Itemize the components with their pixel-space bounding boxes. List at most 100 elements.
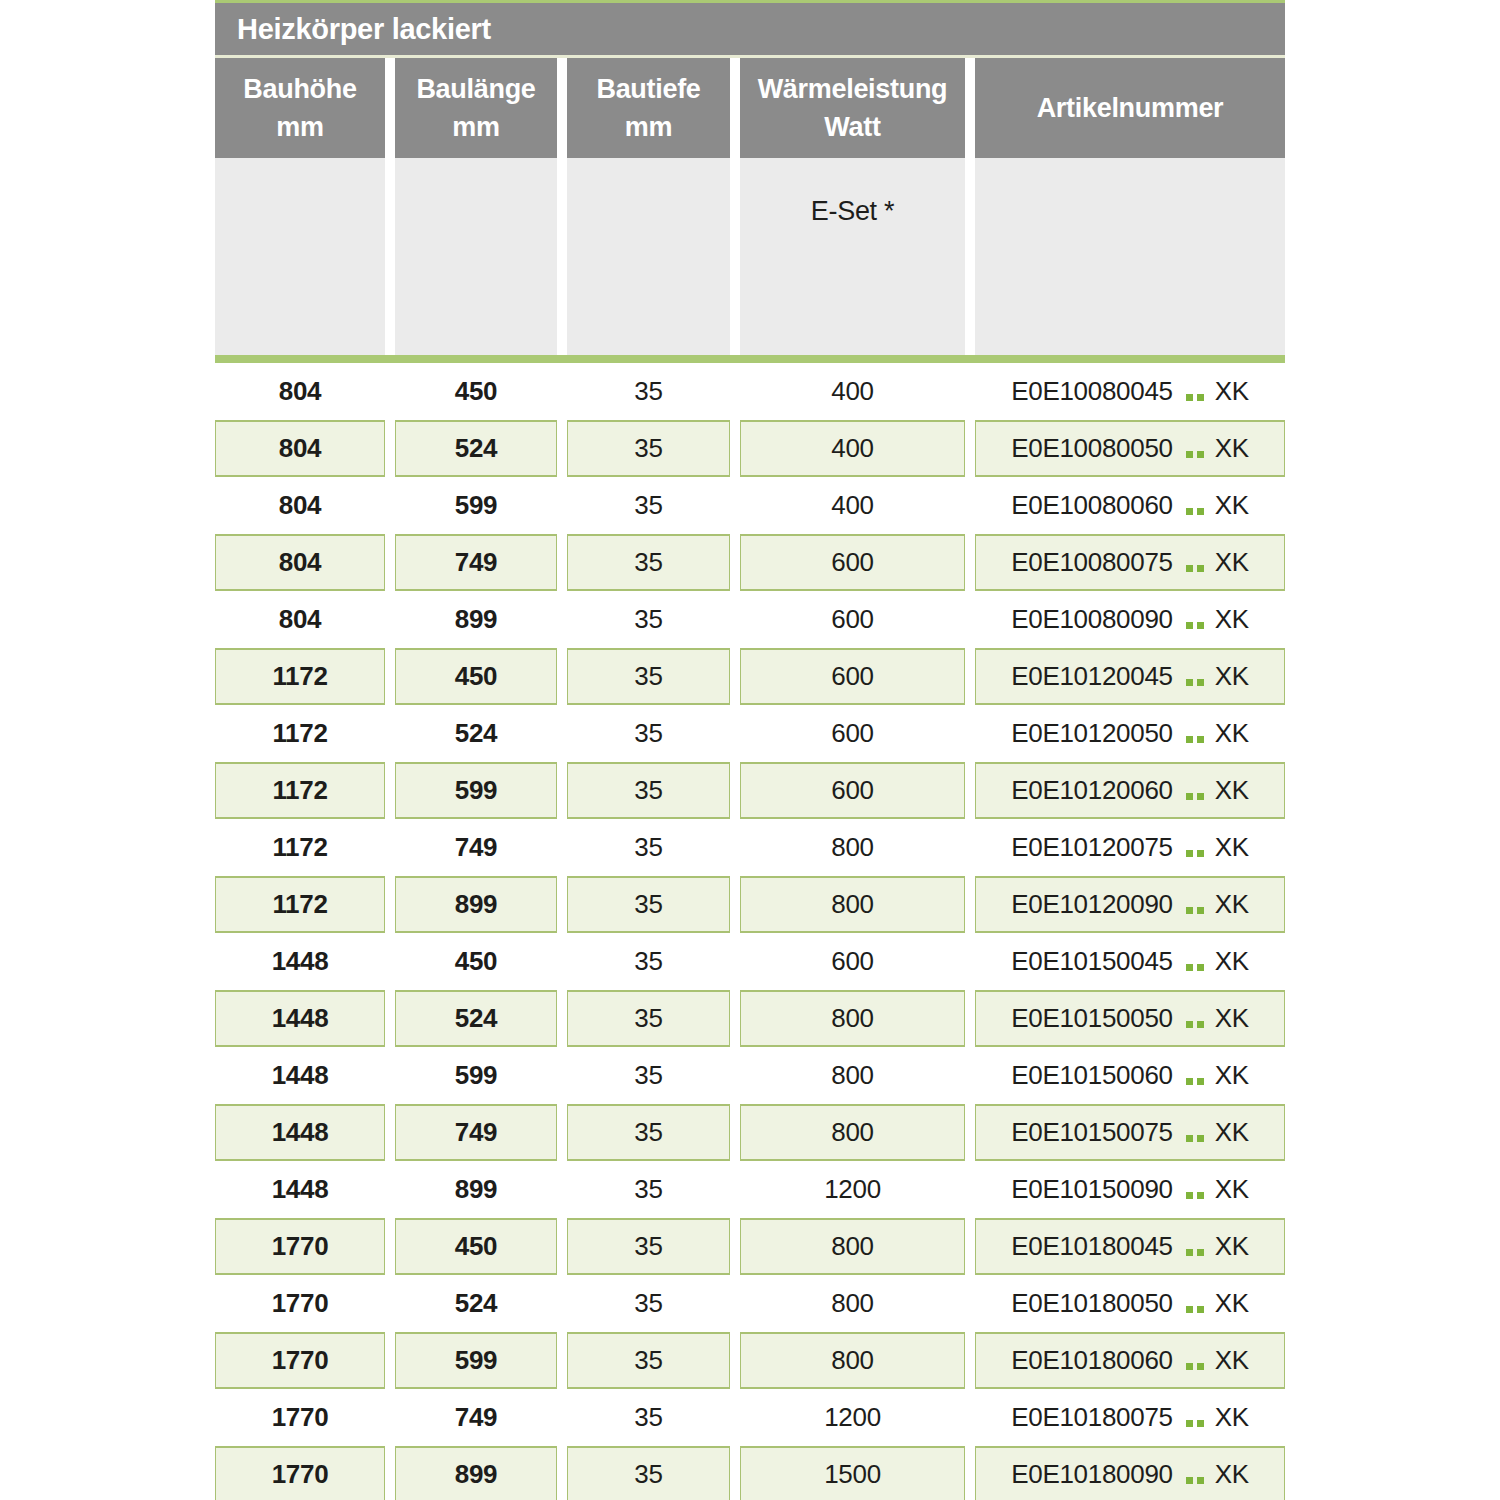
artikel-suffix: XK	[1215, 832, 1249, 863]
cell-artikelnummer: E0E10120045 XK	[975, 648, 1285, 705]
cell-artikelnummer: E0E10080050 XK	[975, 420, 1285, 477]
table-row: 1172 450 35 600 E0E10120045 XK	[215, 648, 1285, 705]
cell-watt: 400	[740, 420, 965, 477]
cell-watt: 800	[740, 1104, 965, 1161]
cell-baulaenge: 749	[395, 534, 557, 591]
table-row: 1448 899 35 1200 E0E10150090 XK	[215, 1161, 1285, 1218]
column-header-label: Wärmeleistung	[758, 75, 948, 103]
cell-artikelnummer: E0E10180090 XK	[975, 1446, 1285, 1500]
artikel-suffix: XK	[1215, 433, 1249, 464]
green-dots-icon	[1184, 1420, 1206, 1427]
cell-watt: 600	[740, 648, 965, 705]
artikel-prefix: E0E10150075	[1011, 1117, 1173, 1148]
cell-bauhoehe: 1770	[215, 1446, 385, 1500]
subheader-cell-eset: E-Set *	[740, 158, 965, 355]
column-header-unit: mm	[452, 113, 499, 141]
cell-bauhoehe: 1770	[215, 1218, 385, 1275]
cell-bautiefe: 35	[567, 1389, 730, 1446]
table-row: 1770 524 35 800 E0E10180050 XK	[215, 1275, 1285, 1332]
artikel-prefix: E0E10080075	[1011, 547, 1173, 578]
cell-artikelnummer: E0E10150060 XK	[975, 1047, 1285, 1104]
cell-bautiefe: 35	[567, 648, 730, 705]
column-header-bautiefe: Bautiefe mm	[567, 58, 730, 158]
cell-artikelnummer: E0E10150075 XK	[975, 1104, 1285, 1161]
green-dots-icon	[1184, 394, 1206, 401]
cell-bautiefe: 35	[567, 477, 730, 534]
cell-bauhoehe: 1448	[215, 1104, 385, 1161]
cell-watt: 600	[740, 591, 965, 648]
green-dots-icon	[1184, 907, 1206, 914]
column-header-baulaenge: Baulänge mm	[395, 58, 557, 158]
cell-bautiefe: 35	[567, 420, 730, 477]
cell-bauhoehe: 1172	[215, 876, 385, 933]
artikel-suffix: XK	[1215, 775, 1249, 806]
cell-watt: 600	[740, 534, 965, 591]
cell-baulaenge: 599	[395, 1332, 557, 1389]
cell-baulaenge: 450	[395, 363, 557, 420]
green-dots-icon	[1184, 451, 1206, 458]
artikel-suffix: XK	[1215, 1174, 1249, 1205]
table-row: 804 899 35 600 E0E10080090 XK	[215, 591, 1285, 648]
cell-artikelnummer: E0E10150050 XK	[975, 990, 1285, 1047]
e-set-label: E-Set *	[811, 196, 894, 227]
cell-watt: 800	[740, 1275, 965, 1332]
column-header-label: Artikelnummer	[1037, 94, 1224, 122]
artikel-prefix: E0E10120090	[1011, 889, 1173, 920]
table-row: 804 524 35 400 E0E10080050 XK	[215, 420, 1285, 477]
cell-watt: 600	[740, 762, 965, 819]
cell-bauhoehe: 1172	[215, 819, 385, 876]
cell-artikelnummer: E0E10180045 XK	[975, 1218, 1285, 1275]
artikel-suffix: XK	[1215, 376, 1249, 407]
table-row: 1770 599 35 800 E0E10180060 XK	[215, 1332, 1285, 1389]
cell-bauhoehe: 1448	[215, 933, 385, 990]
artikel-prefix: E0E10080060	[1011, 490, 1173, 521]
cell-baulaenge: 899	[395, 1446, 557, 1500]
cell-baulaenge: 524	[395, 420, 557, 477]
cell-watt: 400	[740, 363, 965, 420]
cell-bautiefe: 35	[567, 1104, 730, 1161]
subheader-cell-bauhoehe	[215, 158, 385, 355]
cell-bauhoehe: 804	[215, 363, 385, 420]
green-dots-icon	[1184, 508, 1206, 515]
cell-watt: 1200	[740, 1161, 965, 1218]
cell-watt: 800	[740, 876, 965, 933]
cell-watt: 800	[740, 990, 965, 1047]
artikel-suffix: XK	[1215, 1117, 1249, 1148]
artikel-prefix: E0E10180045	[1011, 1231, 1173, 1262]
artikel-suffix: XK	[1215, 718, 1249, 749]
cell-bautiefe: 35	[567, 534, 730, 591]
artikel-prefix: E0E10180090	[1011, 1459, 1173, 1490]
artikel-suffix: XK	[1215, 1288, 1249, 1319]
cell-artikelnummer: E0E10180050 XK	[975, 1275, 1285, 1332]
table-title: Heizkörper lackiert	[237, 13, 491, 46]
artikel-suffix: XK	[1215, 661, 1249, 692]
artikel-prefix: E0E10180050	[1011, 1288, 1173, 1319]
artikel-suffix: XK	[1215, 1345, 1249, 1376]
artikel-prefix: E0E10150060	[1011, 1060, 1173, 1091]
green-dots-icon	[1184, 1078, 1206, 1085]
cell-bauhoehe: 1770	[215, 1332, 385, 1389]
cell-artikelnummer: E0E10080075 XK	[975, 534, 1285, 591]
table-row: 1448 524 35 800 E0E10150050 XK	[215, 990, 1285, 1047]
artikel-suffix: XK	[1215, 547, 1249, 578]
artikel-prefix: E0E10120045	[1011, 661, 1173, 692]
cell-bauhoehe: 1172	[215, 705, 385, 762]
table-row: 1770 899 35 1500 E0E10180090 XK	[215, 1446, 1285, 1500]
cell-bauhoehe: 804	[215, 420, 385, 477]
cell-bautiefe: 35	[567, 363, 730, 420]
cell-baulaenge: 749	[395, 1389, 557, 1446]
artikel-suffix: XK	[1215, 604, 1249, 635]
cell-bautiefe: 35	[567, 1218, 730, 1275]
artikel-suffix: XK	[1215, 1003, 1249, 1034]
cell-bautiefe: 35	[567, 1332, 730, 1389]
table-row: 1448 599 35 800 E0E10150060 XK	[215, 1047, 1285, 1104]
green-dots-icon	[1184, 1249, 1206, 1256]
artikel-prefix: E0E10120075	[1011, 832, 1173, 863]
column-header-label: Bautiefe	[596, 75, 700, 103]
cell-bautiefe: 35	[567, 876, 730, 933]
cell-bautiefe: 35	[567, 1161, 730, 1218]
cell-bautiefe: 35	[567, 1047, 730, 1104]
cell-bautiefe: 35	[567, 1275, 730, 1332]
column-header-waermeleistung: Wärmeleistung Watt	[740, 58, 965, 158]
cell-artikelnummer: E0E10150090 XK	[975, 1161, 1285, 1218]
